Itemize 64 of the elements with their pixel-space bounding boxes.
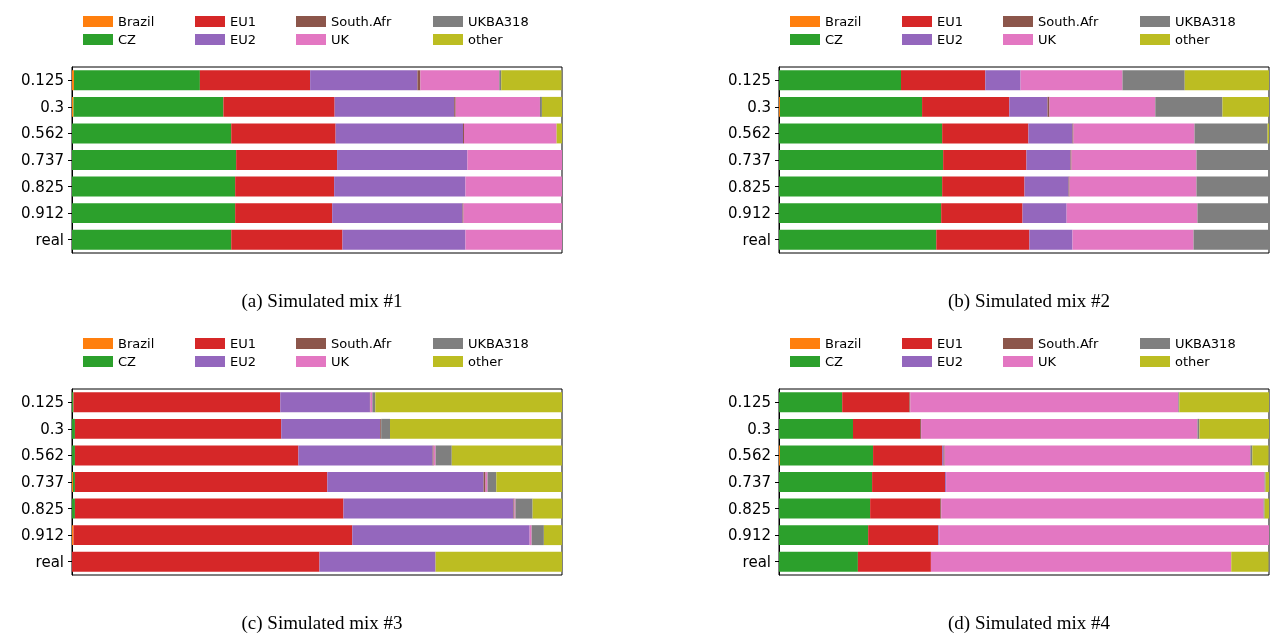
y-tick-label: 0.125 <box>728 393 771 412</box>
y-tick-label: 0.562 <box>728 446 771 465</box>
y-tick-label: 0.3 <box>747 97 771 116</box>
legend-label: UKBA318 <box>468 14 529 29</box>
x-axis-title: (b) Simulated mix #2 <box>947 290 1111 312</box>
legend-label: South.Afr <box>1038 14 1099 29</box>
legend-label: other <box>468 354 504 369</box>
y-tick-label: real <box>742 230 771 249</box>
legend-label: CZ <box>825 354 844 369</box>
legend-label: South.Afr <box>331 336 392 351</box>
y-tick-label: 0.825 <box>728 177 771 196</box>
legend-label: EU2 <box>937 354 963 369</box>
y-tick-label: 0.737 <box>728 473 771 491</box>
legend-label: CZ <box>118 32 137 47</box>
y-tick-label: 0.3 <box>40 419 64 438</box>
legend-label: EU2 <box>230 32 256 47</box>
legend-label: EU1 <box>230 336 256 351</box>
y-tick-label: 0.912 <box>728 204 771 223</box>
y-tick-label: 0.912 <box>728 526 771 545</box>
legend-label: Brazil <box>825 14 862 29</box>
legend-label: Brazil <box>118 14 155 29</box>
legend-label: EU1 <box>937 336 963 351</box>
y-tick-label: 0.825 <box>21 499 64 518</box>
legend-label: UKBA318 <box>1175 336 1236 351</box>
legend-label: EU1 <box>230 14 256 29</box>
y-tick-label: real <box>742 552 771 571</box>
y-tick-label: 0.825 <box>21 177 64 196</box>
legend-label: South.Afr <box>331 14 392 29</box>
legend-label: UKBA318 <box>468 336 529 351</box>
legend-label: UKBA318 <box>1175 14 1236 29</box>
legend-label: South.Afr <box>1038 336 1099 351</box>
y-tick-label: 0.912 <box>21 204 64 223</box>
y-tick-label: 0.125 <box>21 71 64 90</box>
y-tick-label: 0.125 <box>728 71 771 90</box>
y-tick-label: 0.825 <box>728 499 771 518</box>
legend-label: UK <box>331 354 350 369</box>
y-tick-label: 0.737 <box>21 473 64 491</box>
legend-label: UK <box>1038 32 1057 47</box>
y-tick-label: 0.562 <box>21 124 64 143</box>
legend-label: Brazil <box>825 336 862 351</box>
y-tick-label: 0.737 <box>21 151 64 169</box>
y-tick-label: 0.125 <box>21 393 64 412</box>
legend-label: EU1 <box>937 14 963 29</box>
legend-label: EU2 <box>937 32 963 47</box>
legend-label: CZ <box>825 32 844 47</box>
legend-label: other <box>1175 32 1211 47</box>
legend-label: Brazil <box>118 336 155 351</box>
y-tick-label: 0.3 <box>40 97 64 116</box>
y-tick-label: real <box>35 230 64 249</box>
legend-label: UK <box>1038 354 1057 369</box>
y-tick-label: 0.912 <box>21 526 64 545</box>
legend-label: UK <box>331 32 350 47</box>
y-tick-label: 0.3 <box>747 419 771 438</box>
legend-label: CZ <box>118 354 137 369</box>
legend-label: other <box>1175 354 1211 369</box>
y-tick-label: 0.562 <box>728 124 771 143</box>
x-axis-title: (c) Simulated mix #3 <box>241 612 403 634</box>
legend-label: EU2 <box>230 354 256 369</box>
x-axis-title: (a) Simulated mix #1 <box>241 290 403 312</box>
y-tick-label: 0.562 <box>21 446 64 465</box>
x-axis-title: (d) Simulated mix #4 <box>947 612 1111 634</box>
legend-label: other <box>468 32 504 47</box>
y-tick-label: 0.737 <box>728 151 771 169</box>
y-tick-label: real <box>35 552 64 571</box>
